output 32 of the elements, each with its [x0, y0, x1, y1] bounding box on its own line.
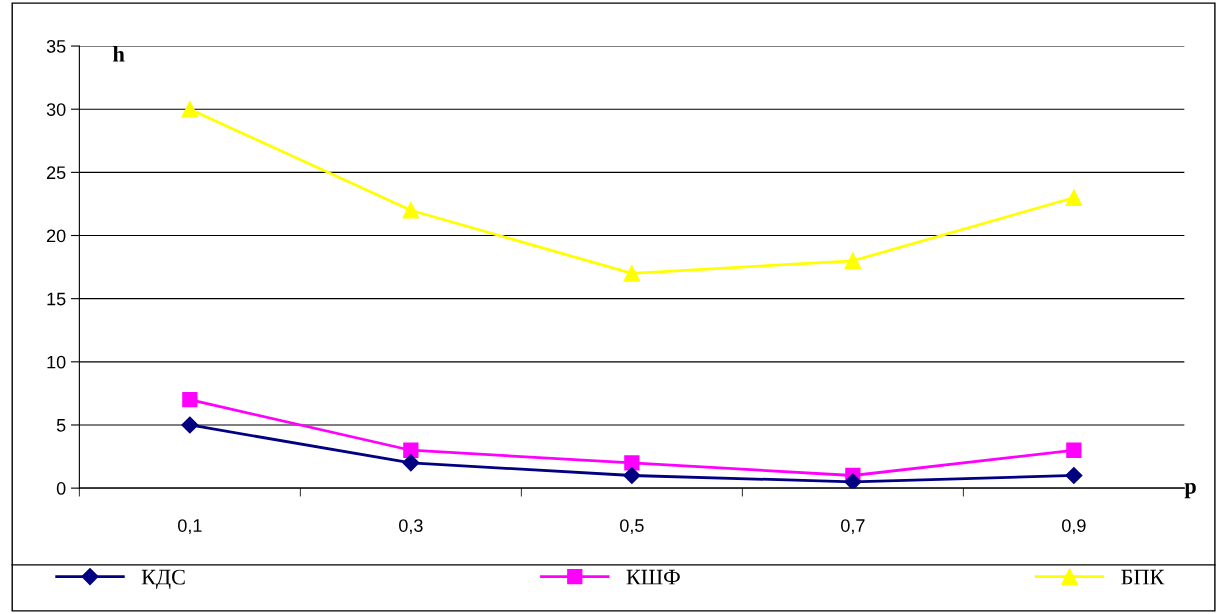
x-tick-label: 0,9 — [1062, 519, 1086, 535]
legend-label: КДС — [141, 569, 185, 590]
point — [402, 454, 420, 472]
y-axis-title: h — [113, 46, 125, 62]
y-tick-label: 5 — [56, 419, 66, 432]
point — [623, 265, 641, 282]
point — [1065, 466, 1083, 485]
x-tick-label: 0,7 — [841, 519, 865, 535]
legend-label: КШФ — [626, 569, 680, 585]
point — [403, 442, 419, 458]
y-tick-label: 15 — [47, 292, 66, 306]
point — [181, 416, 199, 434]
point — [844, 252, 862, 270]
x-tick-label: 0,5 — [620, 519, 644, 535]
point — [181, 100, 199, 118]
x-axis-title: p — [1184, 483, 1196, 499]
point — [623, 466, 641, 485]
legend-label: БПК — [1121, 569, 1165, 585]
point — [624, 455, 640, 471]
y-tick-label: 25 — [47, 166, 66, 180]
x-tick-label: 0,3 — [399, 519, 423, 535]
point — [844, 473, 862, 489]
point — [1066, 442, 1082, 458]
y-tick-label: 30 — [46, 103, 66, 116]
y-tick-label: 0 — [56, 482, 66, 495]
point — [402, 201, 420, 219]
y-tick-label: 35 — [46, 39, 66, 53]
point — [182, 392, 198, 408]
point — [1065, 189, 1083, 206]
y-tick-label: 20 — [47, 229, 66, 243]
y-tick-label: 10 — [47, 355, 66, 369]
x-tick-label: 0,1 — [178, 519, 202, 535]
